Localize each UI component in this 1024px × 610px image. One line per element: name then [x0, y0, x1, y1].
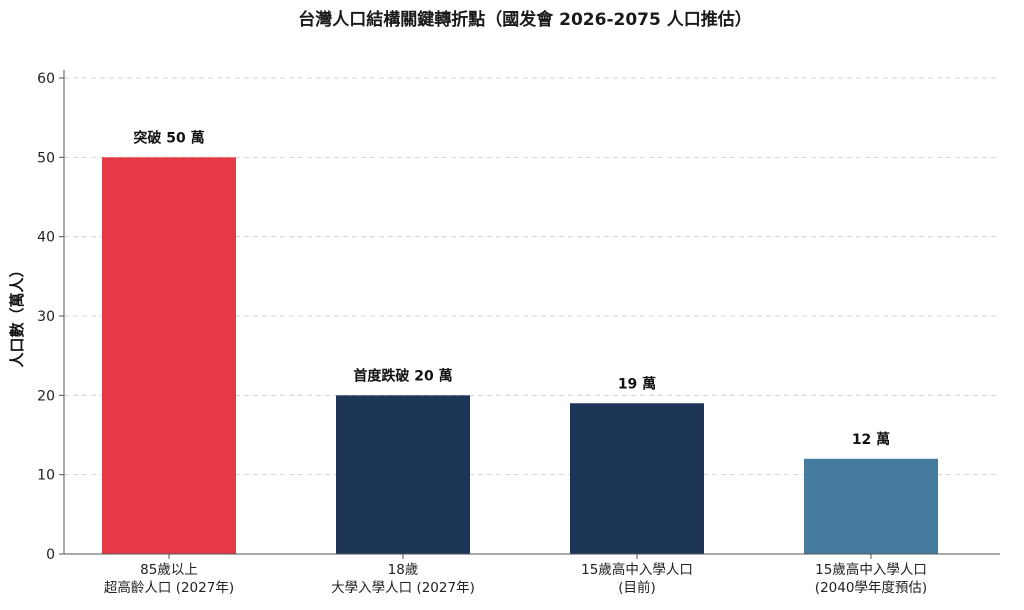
y-tick-label: 10 — [37, 468, 55, 484]
x-category-label: 85歲以上 — [140, 562, 198, 578]
y-tick-label: 50 — [37, 150, 55, 166]
bar-value-label: 12 萬 — [852, 431, 890, 448]
y-tick-label: 30 — [37, 309, 55, 325]
x-category-label: 15歲高中入學人口 — [815, 561, 927, 578]
bars — [102, 157, 938, 555]
y-tick-label: 60 — [37, 71, 55, 87]
bar — [336, 395, 470, 554]
y-tick-label: 40 — [37, 230, 55, 246]
bar-value-label: 19 萬 — [618, 375, 656, 392]
x-category-label: (目前) — [618, 579, 656, 596]
y-axis-label: 人口數（萬人） — [8, 262, 26, 367]
x-category-label: 15歲高中入學人口 — [581, 561, 693, 578]
bar-value-label: 突破 50 萬 — [133, 129, 204, 146]
x-category-label: 大學入學人口 (2027年) — [331, 580, 475, 596]
y-tick-label: 20 — [37, 388, 55, 404]
axes — [63, 70, 1000, 555]
y-tick-label: 0 — [46, 547, 55, 563]
bar — [570, 403, 704, 554]
y-ticks: 0 10 20 30 40 50 60 — [37, 71, 872, 563]
bar — [102, 157, 236, 555]
x-category-label: 18歲 — [388, 562, 419, 578]
chart-title: 台灣人口結構關鍵轉折點（國发會 2026-2075 人口推估） — [298, 9, 752, 30]
x-category-label: (2040學年度預估) — [815, 580, 927, 596]
bar-value-label: 首度跌破 20 萬 — [353, 367, 452, 384]
x-category-label: 超高齡人口 (2027年) — [104, 579, 234, 596]
bar — [804, 458, 938, 554]
